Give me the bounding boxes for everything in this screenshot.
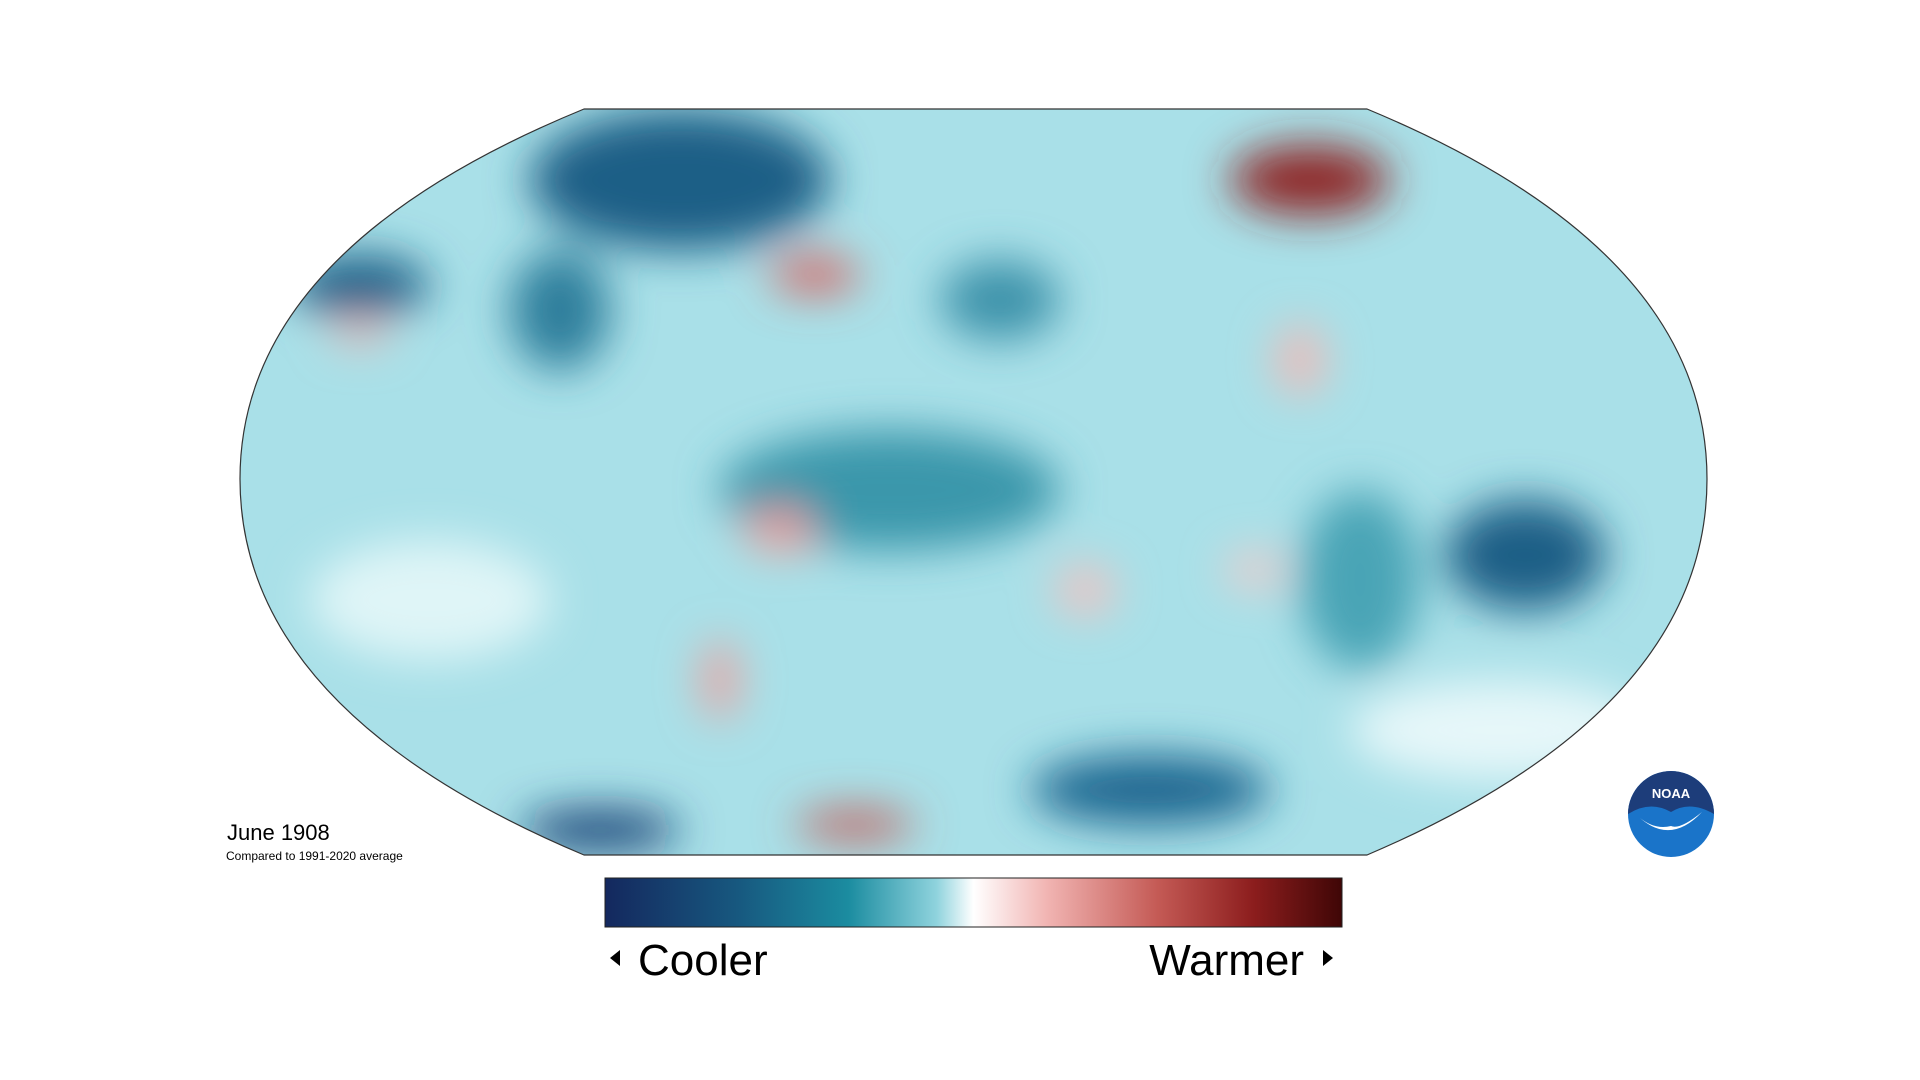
logo-text: NOAA xyxy=(1652,786,1691,801)
map-title: June 1908 xyxy=(227,820,330,845)
right-arrow xyxy=(1323,950,1333,966)
logo-top xyxy=(1628,771,1714,814)
cold-patch xyxy=(520,810,680,850)
warm-patch xyxy=(1225,552,1285,588)
neutral-patch xyxy=(310,540,550,660)
cold-patch xyxy=(510,250,610,370)
cold-patch xyxy=(1030,755,1270,825)
legend-low-label: Cooler xyxy=(638,936,768,985)
warm-patch xyxy=(1275,325,1325,395)
map-outline xyxy=(239,108,1708,856)
anomaly-field xyxy=(240,109,1707,855)
legend-high-label: Warmer xyxy=(1149,936,1304,985)
warm-patch xyxy=(702,640,738,720)
warm-patch xyxy=(770,257,860,293)
warm-patch xyxy=(330,321,390,345)
neutral-patch xyxy=(1350,680,1650,780)
left-arrow xyxy=(610,950,620,966)
noaa-logo: NOAA xyxy=(1628,771,1714,857)
warm-patch xyxy=(1230,145,1390,215)
cold-patch xyxy=(290,255,430,315)
color-scale xyxy=(604,877,1343,928)
map-subtitle: Compared to 1991-2020 average xyxy=(226,849,403,863)
warm-patch xyxy=(1055,565,1115,615)
warm-patch xyxy=(745,508,815,552)
logo-bird xyxy=(1640,812,1702,831)
cold-patch xyxy=(1300,490,1420,670)
cold-patch xyxy=(1445,500,1605,610)
warm-patch xyxy=(795,810,915,840)
cold-patch xyxy=(530,110,830,250)
cold-patch xyxy=(940,260,1060,340)
